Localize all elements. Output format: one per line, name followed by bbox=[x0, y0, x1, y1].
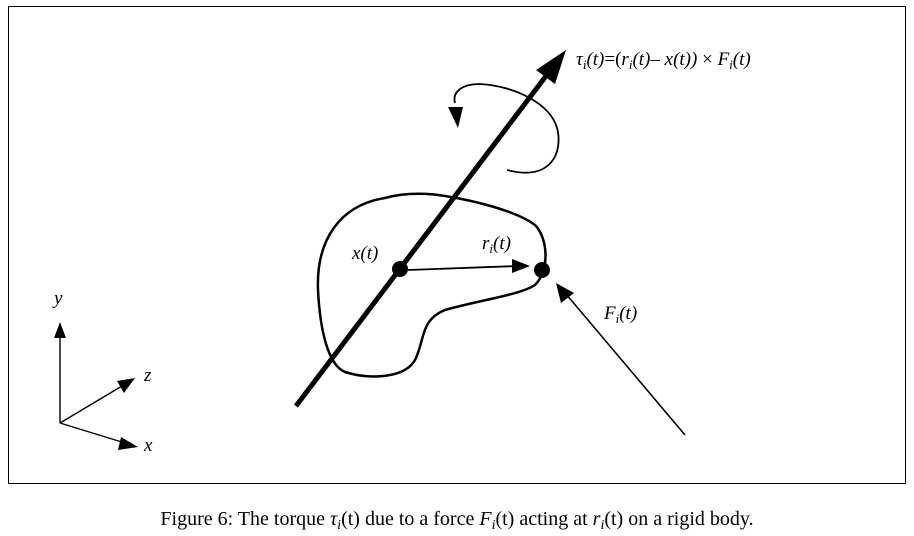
force-label: Fi(t) bbox=[604, 303, 638, 326]
caption-tau: τ bbox=[330, 508, 338, 530]
axis-x-arrowhead bbox=[118, 437, 138, 450]
eq-r-arg: (t) bbox=[632, 49, 651, 70]
torque-axis-line bbox=[294, 70, 551, 408]
eq-equals: = bbox=[604, 49, 616, 70]
r-label-sym: r bbox=[482, 233, 490, 254]
force-label-arg: (t) bbox=[619, 303, 638, 324]
caption-r-arg: (t) bbox=[604, 508, 624, 530]
caption-suffix: on a rigid body. bbox=[623, 508, 754, 530]
caption-r-sub: i bbox=[600, 518, 605, 533]
force-line bbox=[565, 293, 686, 436]
caption-F: F bbox=[479, 508, 492, 530]
point-x bbox=[392, 261, 408, 277]
axis-z-arrowhead bbox=[117, 378, 135, 393]
axis-x-line bbox=[59, 422, 126, 444]
rotation-curl-arrowhead bbox=[448, 107, 463, 128]
eq-cross: × bbox=[702, 49, 713, 70]
eq-minus-x: – x(t)) bbox=[650, 49, 698, 70]
eq-F: F bbox=[717, 49, 730, 70]
caption-mid2: acting at bbox=[514, 508, 593, 530]
eq-open-paren: ( bbox=[615, 49, 622, 70]
caption-F-sub: i bbox=[491, 518, 496, 533]
force-arrowhead bbox=[556, 283, 574, 303]
caption-prefix: Figure 6: The torque bbox=[160, 508, 330, 530]
caption-mid1: due to a force bbox=[359, 508, 480, 530]
figure-caption: Figure 6: The torque τi(t) due to a forc… bbox=[0, 508, 914, 533]
force-label-sub: i bbox=[615, 311, 620, 326]
eq-tau-sub: i bbox=[582, 57, 587, 72]
caption-F-arg: (t) bbox=[495, 508, 515, 530]
figure-frame bbox=[8, 6, 906, 484]
axis-x-label: x bbox=[144, 435, 153, 456]
eq-tau: τ bbox=[576, 49, 583, 70]
eq-F-arg: (t) bbox=[732, 49, 751, 70]
r-vector-arrowhead bbox=[512, 259, 530, 273]
force-label-sym: F bbox=[604, 303, 616, 324]
r-label-sub: i bbox=[489, 241, 494, 256]
eq-r-sub: i bbox=[628, 57, 633, 72]
caption-r: r bbox=[592, 508, 601, 530]
rotation-curl bbox=[453, 83, 560, 174]
x-of-t-label: x(t) bbox=[352, 243, 379, 264]
point-r bbox=[534, 262, 550, 278]
r-vector-line bbox=[407, 265, 519, 271]
rigid-body-outline bbox=[316, 192, 547, 378]
caption-tau-sub: i bbox=[337, 518, 342, 533]
axis-z-line bbox=[59, 385, 123, 424]
torque-equation-label: τi(t)=(ri(t)– x(t)) × Fi(t) bbox=[576, 49, 751, 72]
eq-tau-arg: (t) bbox=[586, 49, 605, 70]
axis-z-label: z bbox=[144, 365, 152, 386]
axis-y-arrowhead bbox=[54, 322, 66, 338]
r-label-arg: (t) bbox=[493, 233, 511, 254]
torque-axis-arrowhead bbox=[536, 50, 566, 84]
eq-F-sub: i bbox=[729, 57, 733, 72]
eq-r: r bbox=[621, 49, 629, 70]
caption-tau-arg: (t) bbox=[341, 508, 360, 530]
r-label: ri(t) bbox=[482, 233, 511, 256]
axis-y-label: y bbox=[54, 288, 63, 309]
